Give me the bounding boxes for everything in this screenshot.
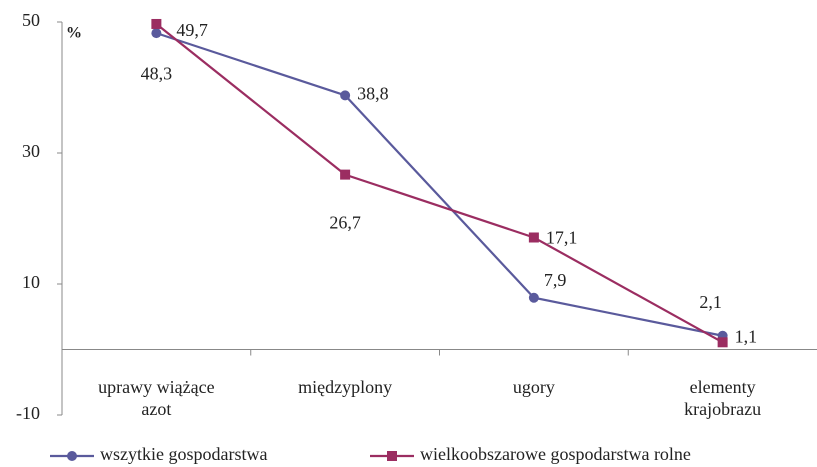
data-label: 2,1 xyxy=(699,292,722,312)
marker xyxy=(717,337,728,348)
marker xyxy=(151,28,162,39)
y-unit-label: % xyxy=(66,25,82,42)
legend-label: wszytkie gospodarstwa xyxy=(100,444,267,464)
data-label: 1,1 xyxy=(735,326,758,346)
data-label: 38,8 xyxy=(357,83,389,103)
data-label: 49,7 xyxy=(176,20,208,40)
x-tick-label: elementy krajobrazu xyxy=(684,376,762,419)
x-tick-label: ugory xyxy=(512,376,555,397)
x-tick-label: uprawy wiążące azot xyxy=(98,376,215,419)
y-tick-label: 10 xyxy=(22,272,40,292)
marker xyxy=(340,169,351,180)
legend-label: wielkoobszarowe gospodarstwa rolne xyxy=(420,444,691,464)
data-label: 7,9 xyxy=(544,270,567,290)
series-line xyxy=(155,23,724,344)
y-tick-label: -10 xyxy=(16,403,40,423)
marker xyxy=(528,232,539,243)
data-label: 26,7 xyxy=(329,213,361,233)
legend-marker xyxy=(67,451,77,461)
y-tick-label: 30 xyxy=(22,141,40,161)
x-tick-label: międzyplony xyxy=(298,376,393,397)
data-label: 48,3 xyxy=(141,63,173,83)
y-tick-label: 50 xyxy=(22,10,40,30)
series-line xyxy=(156,32,723,337)
data-label: 17,1 xyxy=(546,228,578,248)
legend-marker xyxy=(387,451,397,461)
marker xyxy=(151,18,162,29)
marker xyxy=(528,292,539,303)
marker xyxy=(340,90,351,101)
